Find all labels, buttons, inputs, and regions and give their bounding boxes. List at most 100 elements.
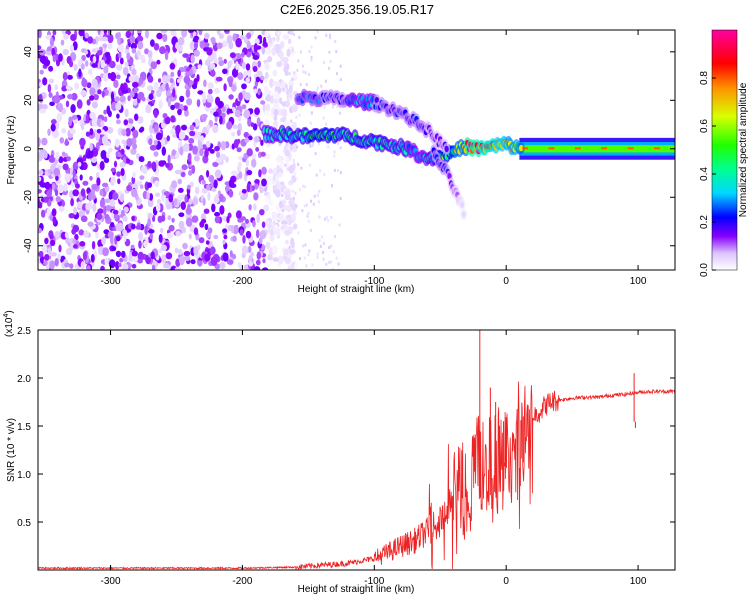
noise-blob — [165, 252, 173, 260]
noise-blob — [109, 199, 116, 207]
noise-blob — [236, 147, 242, 153]
noise-blob — [289, 198, 295, 205]
noise-blob — [282, 34, 289, 40]
noise-blob — [47, 83, 52, 93]
noise-blob — [251, 158, 257, 168]
noise-blob — [159, 46, 166, 55]
noise-blob — [277, 255, 284, 265]
noise-blob — [304, 243, 307, 247]
noise-blob — [165, 82, 169, 92]
colorbar-tick-label: 0.6 — [699, 119, 710, 133]
spectrogram-image — [38, 30, 675, 270]
x-tick-label: -100 — [364, 276, 384, 287]
noise-blob — [241, 83, 247, 90]
noise-blob — [247, 135, 253, 141]
noise-blob — [184, 109, 189, 117]
noise-blob — [118, 262, 122, 268]
noise-blob — [294, 191, 297, 195]
noise-blob — [43, 150, 48, 159]
noise-blob — [339, 78, 342, 81]
noise-blob — [253, 266, 261, 270]
noise-blob — [88, 192, 92, 202]
noise-blob — [292, 143, 298, 153]
noise-blob — [103, 116, 108, 123]
noise-blob — [295, 204, 298, 208]
noise-blob — [90, 193, 96, 200]
noise-blob — [316, 193, 319, 197]
noise-blob — [229, 52, 236, 59]
noise-blob — [162, 113, 168, 119]
noise-blob — [39, 255, 45, 264]
noise-blob — [79, 241, 86, 247]
noise-blob — [193, 227, 199, 236]
noise-blob — [334, 235, 336, 238]
track-upper — [294, 88, 451, 155]
noise-blob — [329, 33, 331, 37]
noise-blob — [154, 180, 160, 187]
noise-blob — [252, 55, 260, 60]
noise-blob — [339, 146, 342, 150]
noise-blob — [39, 182, 47, 188]
noise-blob — [272, 120, 279, 129]
noise-blob — [260, 151, 266, 157]
noise-blob — [40, 209, 46, 218]
noise-blob — [289, 144, 294, 151]
noise-blob — [209, 149, 215, 154]
noise-blob — [119, 57, 124, 65]
noise-blob — [219, 205, 225, 215]
noise-blob — [179, 95, 185, 103]
noise-blob — [78, 210, 84, 218]
noise-blob — [137, 40, 144, 50]
noise-blob — [267, 56, 273, 63]
noise-blob — [104, 214, 110, 220]
noise-blob — [126, 138, 133, 147]
noise-blob — [227, 60, 232, 69]
noise-blob — [302, 184, 305, 188]
noise-blob — [311, 263, 314, 267]
noise-blob — [90, 253, 95, 263]
noise-blob — [282, 87, 285, 91]
noise-blob — [265, 196, 269, 202]
y-tick-label: 2.5 — [17, 326, 31, 337]
noise-blob — [193, 35, 199, 41]
noise-blob — [255, 76, 261, 83]
noise-blob — [231, 170, 238, 176]
noise-blob — [196, 99, 201, 108]
noise-blob — [201, 187, 208, 194]
noise-blob — [288, 92, 293, 99]
noise-blob — [80, 90, 87, 96]
noise-blob — [151, 161, 157, 171]
noise-blob — [87, 221, 94, 227]
noise-blob — [226, 259, 234, 265]
noise-blob — [126, 52, 131, 61]
noise-blob — [190, 259, 196, 265]
noise-blob — [49, 239, 56, 247]
snr-frame — [37, 329, 676, 571]
noise-blob — [117, 222, 124, 232]
noise-blob — [121, 129, 127, 137]
noise-blob — [251, 153, 257, 160]
noise-blob — [174, 169, 182, 175]
noise-blob — [269, 234, 275, 242]
noise-blob — [179, 146, 184, 156]
noise-blob — [212, 124, 219, 134]
noise-blob — [272, 167, 278, 175]
noise-blob — [80, 122, 85, 131]
noise-blob — [267, 254, 273, 261]
noise-blob — [246, 148, 253, 157]
noise-blob — [245, 63, 251, 71]
noise-blob — [127, 123, 133, 130]
noise-blob — [240, 52, 245, 58]
noise-blob — [188, 137, 195, 144]
noise-blob — [293, 175, 295, 179]
noise-blob — [197, 90, 204, 95]
noise-blob — [116, 119, 121, 125]
noise-blob — [161, 254, 167, 264]
noise-blob — [292, 196, 295, 200]
colorbar-tick-label: 0.8 — [699, 71, 710, 85]
noise-blob — [51, 182, 56, 190]
snr-scale-prefix: (x10 — [4, 317, 15, 337]
noise-blob — [85, 202, 92, 211]
noise-blob — [121, 250, 126, 258]
